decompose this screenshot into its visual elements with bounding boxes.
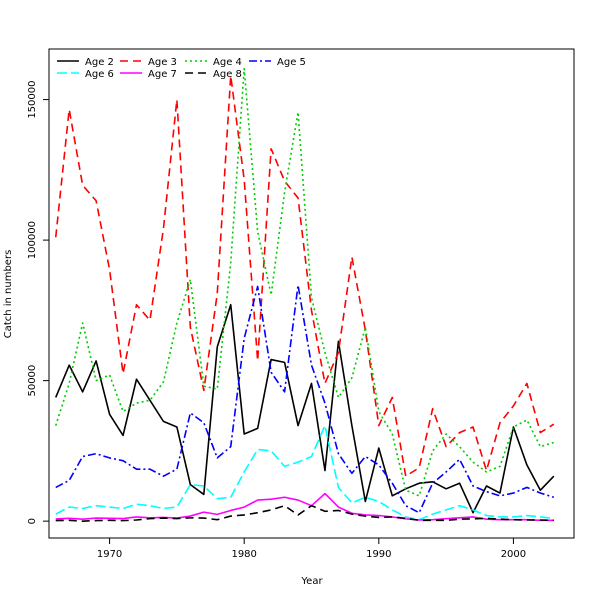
series-line-age-2 <box>54 303 555 514</box>
y-tick-label-0: 0 <box>27 518 38 524</box>
y-tick-label-50000: 50000 <box>27 365 38 397</box>
y-tick-label-150000: 150000 <box>27 80 38 118</box>
legend-label-age-3: Age 3 <box>148 57 177 68</box>
legend-label-age-7: Age 7 <box>148 69 177 80</box>
x-tick-label-1980: 1980 <box>231 549 256 560</box>
legend-label-age-5: Age 5 <box>277 57 306 68</box>
legend-label-age-4: Age 4 <box>213 57 242 68</box>
x-tick-label-2000: 2000 <box>501 549 526 560</box>
y-axis-title: Catch in numbers <box>3 250 14 339</box>
x-tick-label-1970: 1970 <box>97 549 122 560</box>
series-line-age-3 <box>54 74 555 477</box>
series-line-age-4 <box>54 67 555 497</box>
x-axis-title: Year <box>300 576 323 587</box>
x-tick-label-1990: 1990 <box>366 549 391 560</box>
series-layer <box>54 67 555 522</box>
series-line-age-7 <box>55 492 554 522</box>
series-line-age-6 <box>55 424 554 521</box>
legend-label-age-6: Age 6 <box>85 69 114 80</box>
y-tick-label-100000: 100000 <box>27 221 38 259</box>
legend: Age 2 Age 3 Age 4 Age 5 Age 6 Age 7 Age 8 <box>57 57 306 80</box>
series-line-age-8 <box>55 504 554 522</box>
legend-label-age-2: Age 2 <box>85 57 114 68</box>
series-line-age-5 <box>55 284 555 514</box>
x-axis: 1970 1980 1990 2000 <box>97 538 526 560</box>
y-axis: 0 50000 100000 150000 <box>27 80 49 524</box>
plot-frame <box>48 48 575 539</box>
legend-label-age-8: Age 8 <box>213 69 242 80</box>
